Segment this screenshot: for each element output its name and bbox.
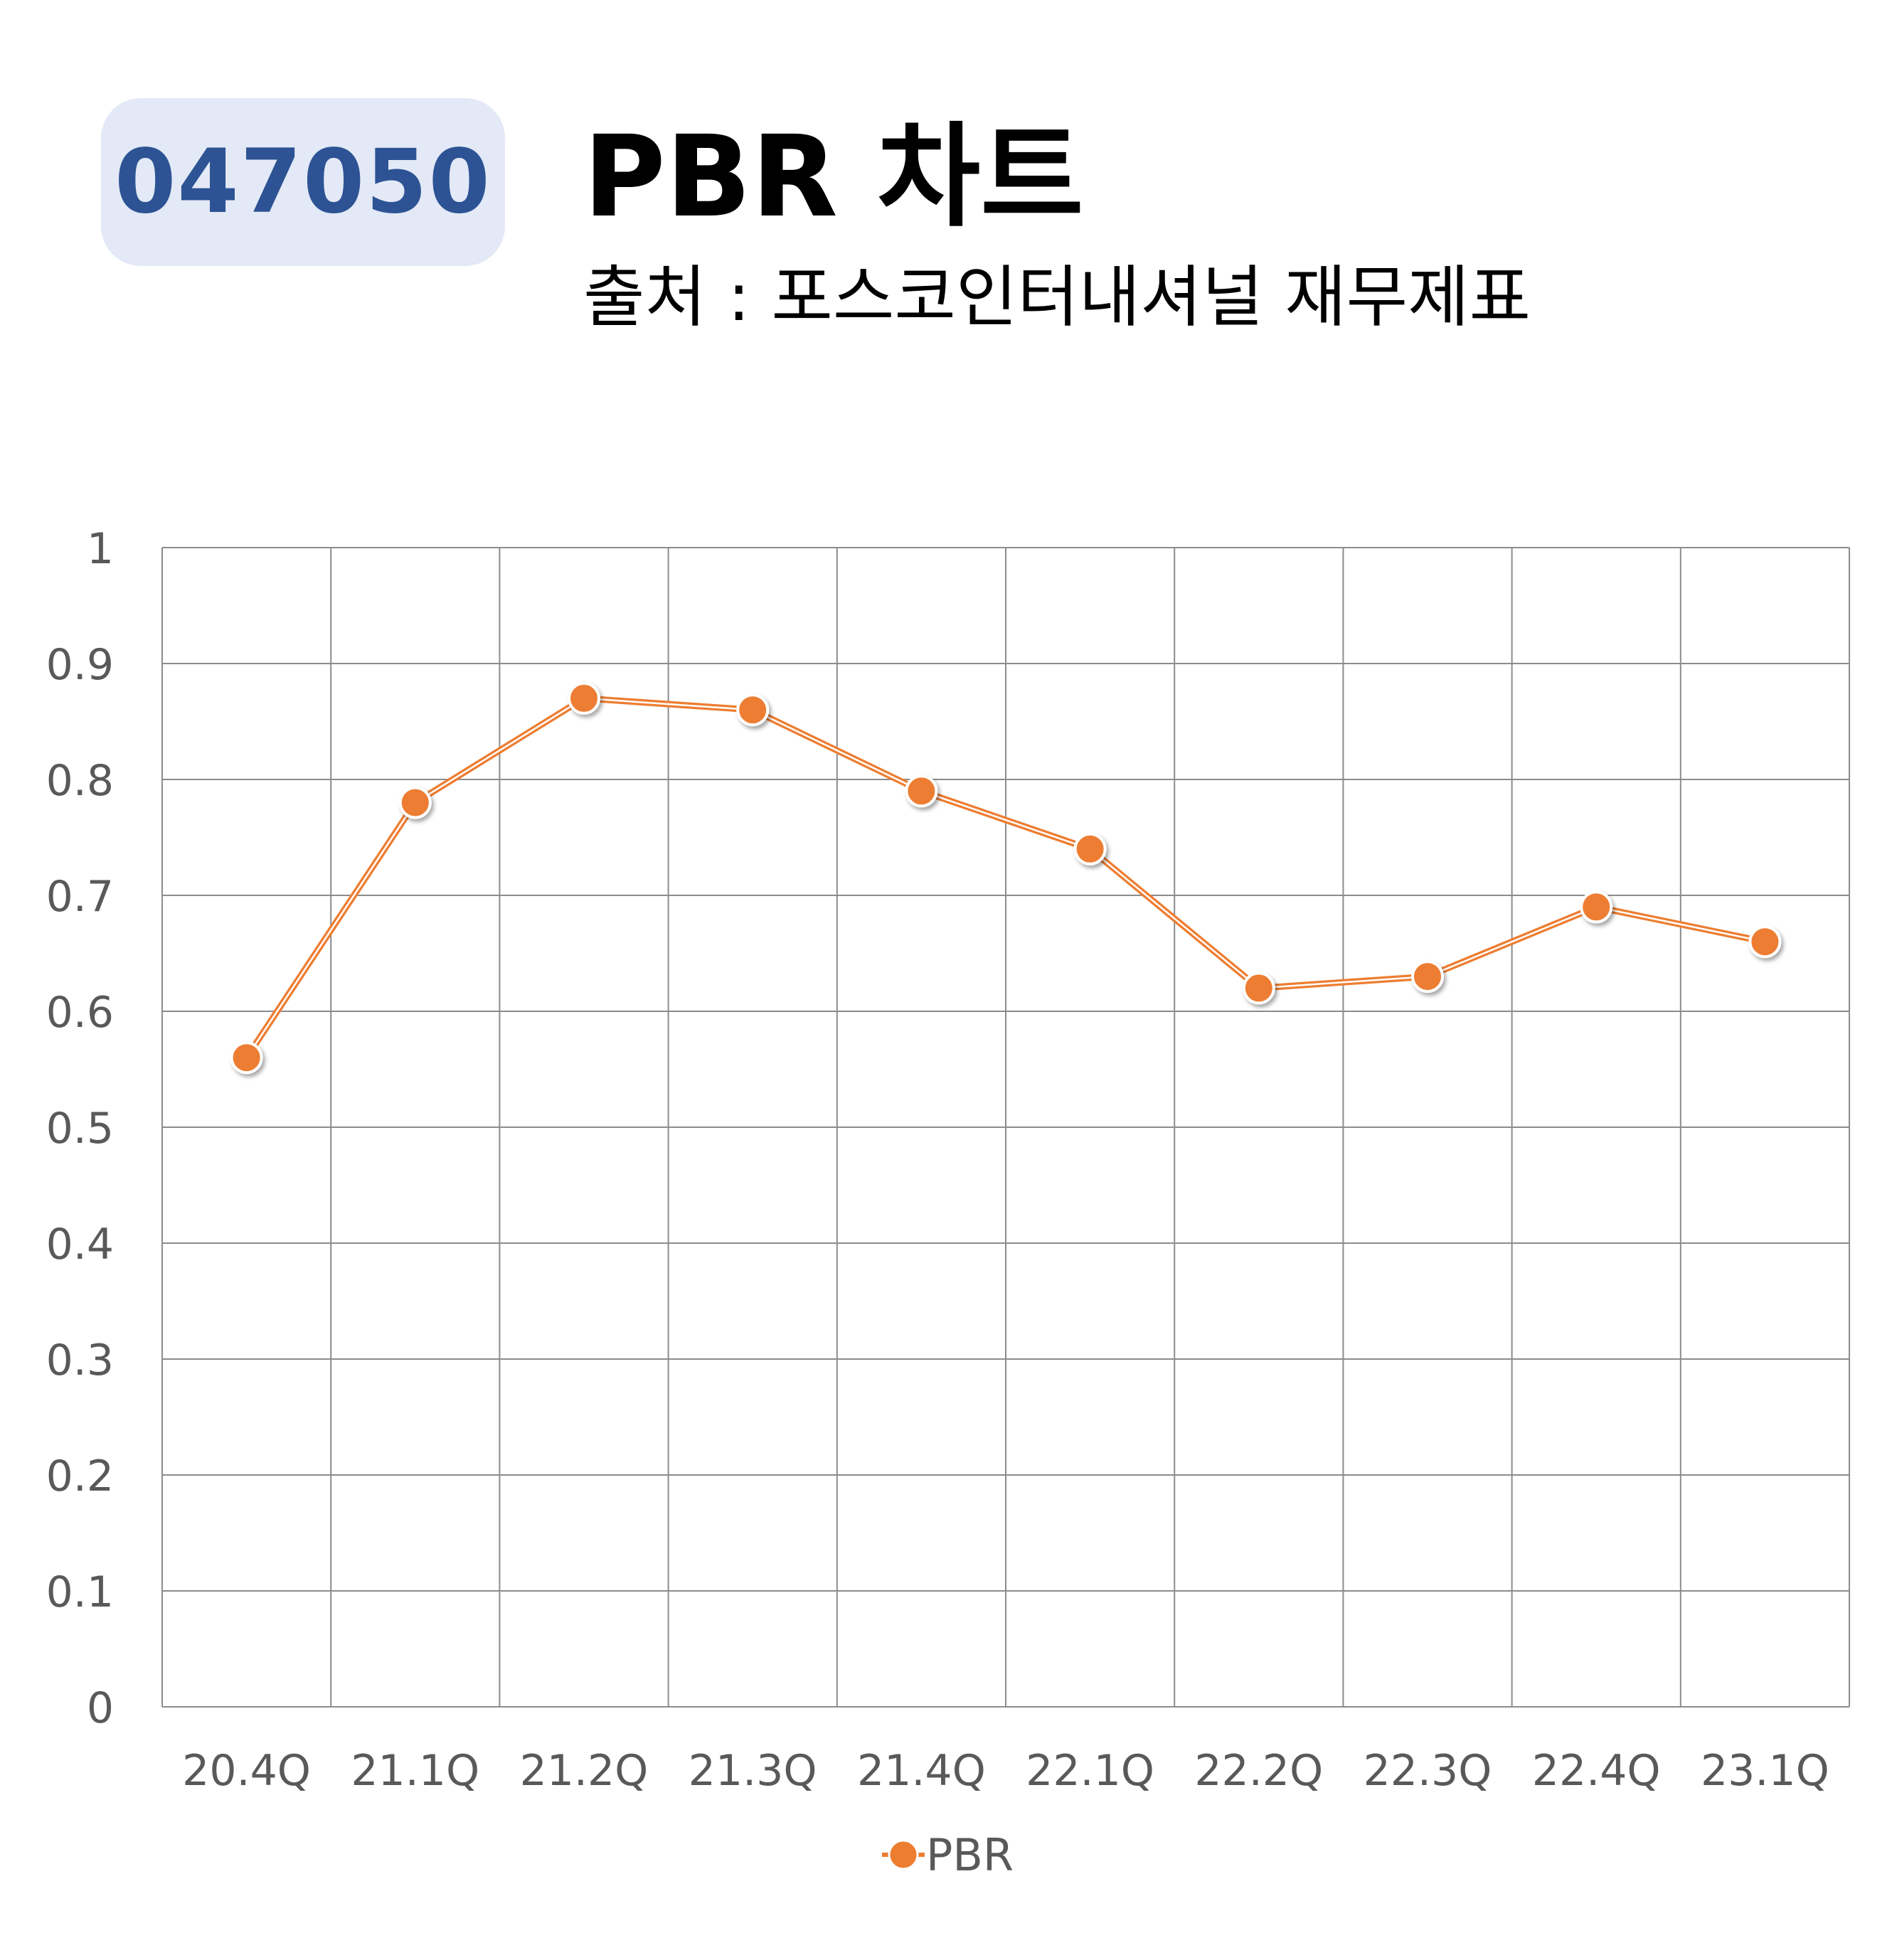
y-tick-label: 0.6 bbox=[46, 988, 114, 1038]
x-tick-label: 22.4Q bbox=[1532, 1746, 1661, 1796]
series-line bbox=[245, 697, 1765, 1058]
y-tick-label: 0.9 bbox=[46, 640, 114, 690]
x-tick-label: 22.2Q bbox=[1194, 1746, 1323, 1796]
data-point bbox=[1073, 832, 1107, 866]
y-tick-label: 0.8 bbox=[46, 756, 114, 806]
data-point bbox=[1242, 971, 1275, 1005]
data-point bbox=[568, 681, 600, 715]
y-tick-label: 0.1 bbox=[46, 1567, 114, 1617]
x-tick-label: 20.4Q bbox=[182, 1746, 311, 1796]
x-tick-label: 21.4Q bbox=[857, 1746, 986, 1796]
data-point bbox=[1411, 960, 1444, 994]
x-axis-ticks: 20.4Q 21.1Q 21.2Q 21.3Q 21.4Q 22.1Q 22.2Q 22.3Q… bbox=[182, 1746, 1829, 1796]
ticker-code: 047050 bbox=[115, 131, 491, 233]
chart-grid bbox=[161, 547, 1850, 1708]
y-tick-label: 0.2 bbox=[46, 1452, 114, 1501]
chart-source: 출처 : 포스코인터내셔널 재무제표 bbox=[583, 259, 1531, 336]
legend-label: PBR bbox=[926, 1829, 1014, 1881]
y-tick-label: 0.7 bbox=[46, 872, 114, 922]
chart-legend: PBR bbox=[882, 1829, 1014, 1881]
data-point bbox=[230, 1041, 263, 1075]
y-tick-label: 0.4 bbox=[46, 1220, 114, 1269]
data-point bbox=[1748, 925, 1782, 959]
ticker-badge: 047050 bbox=[101, 98, 505, 266]
x-tick-label: 23.1Q bbox=[1701, 1746, 1829, 1796]
y-tick-label: 0.5 bbox=[46, 1104, 114, 1154]
x-tick-label: 22.3Q bbox=[1364, 1746, 1492, 1796]
x-tick-label: 21.1Q bbox=[351, 1746, 479, 1796]
data-point bbox=[398, 786, 432, 819]
legend-marker bbox=[888, 1839, 919, 1870]
data-point bbox=[1580, 890, 1613, 924]
series-pbr bbox=[230, 681, 1782, 1075]
x-tick-label: 22.1Q bbox=[1026, 1746, 1154, 1796]
chart-title: PBR 차트 bbox=[583, 112, 1084, 243]
y-tick-label: 1 bbox=[87, 524, 114, 574]
x-tick-label: 21.3Q bbox=[689, 1746, 817, 1796]
data-point bbox=[905, 774, 938, 808]
y-tick-label: 0.3 bbox=[46, 1336, 114, 1385]
x-tick-label: 21.2Q bbox=[520, 1746, 649, 1796]
y-tick-label: 0 bbox=[87, 1683, 114, 1733]
y-axis-ticks: 0 0.1 0.2 0.3 0.4 0.5 0.6 0.7 0.8 0.9 1 bbox=[46, 524, 114, 1733]
data-point bbox=[736, 693, 770, 727]
